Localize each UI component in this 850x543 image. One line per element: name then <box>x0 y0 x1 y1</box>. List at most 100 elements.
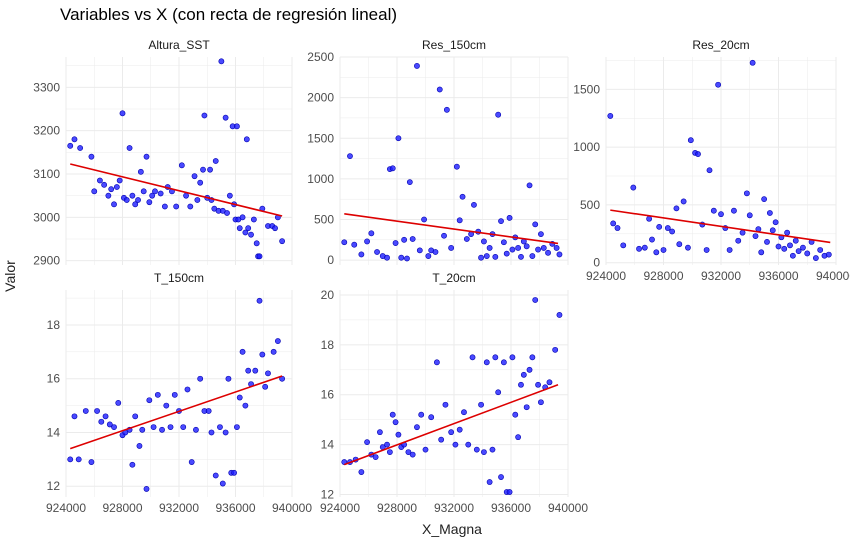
data-point <box>441 232 447 239</box>
data-point <box>503 250 510 257</box>
data-point <box>500 359 507 366</box>
data-point <box>384 254 390 261</box>
data-point <box>535 381 541 388</box>
facet-panel-3: T_150cm 12 14 16 18 924000 928000 932000 936000 9… <box>46 271 312 515</box>
data-point <box>804 250 811 257</box>
facet-title: Res_150cm <box>422 38 486 52</box>
data-point <box>234 123 240 130</box>
y-tick-label: 500 <box>580 198 600 212</box>
data-point <box>347 153 353 160</box>
data-point <box>731 207 737 214</box>
data-point <box>149 192 156 199</box>
data-point <box>526 366 533 373</box>
data-point <box>253 240 260 247</box>
data-point <box>775 243 782 250</box>
y-tick-label: 1500 <box>573 82 600 96</box>
data-point <box>201 112 208 119</box>
data-point <box>787 242 793 249</box>
data-point <box>197 375 204 382</box>
data-point <box>102 413 109 420</box>
data-point <box>784 229 791 236</box>
data-point <box>739 229 746 236</box>
data-point <box>500 239 507 246</box>
data-point <box>483 253 490 259</box>
data-point <box>372 454 379 460</box>
data-point <box>461 409 467 416</box>
regression-line <box>344 213 559 245</box>
data-point <box>368 230 375 237</box>
data-point <box>456 426 463 433</box>
data-point <box>242 402 249 409</box>
data-point <box>795 248 802 255</box>
data-point <box>743 190 750 197</box>
data-point <box>685 244 691 251</box>
data-point <box>489 446 496 453</box>
data-point <box>401 236 408 243</box>
data-point <box>409 236 416 242</box>
data-point <box>448 429 455 436</box>
data-point <box>236 225 243 232</box>
data-point <box>94 408 100 414</box>
data-point <box>392 240 399 246</box>
x-tick-label: 936000 <box>758 269 798 283</box>
y-tick-label: 20 <box>321 288 335 302</box>
data-point <box>664 225 671 231</box>
data-point <box>481 449 487 456</box>
y-tick-label: 3200 <box>33 124 60 138</box>
x-tick-label: 928000 <box>643 269 683 283</box>
data-point <box>483 359 490 366</box>
data-point <box>193 426 199 433</box>
data-point <box>715 81 722 88</box>
data-point <box>143 153 150 160</box>
data-point <box>150 424 157 431</box>
data-point <box>279 238 286 245</box>
data-point <box>106 421 113 428</box>
data-point <box>157 190 164 197</box>
data-point <box>706 167 713 174</box>
data-point <box>135 197 141 203</box>
data-point <box>529 253 536 259</box>
data-point <box>101 181 108 188</box>
data-point <box>607 113 614 119</box>
data-point <box>478 254 484 261</box>
data-point <box>139 426 146 433</box>
data-point <box>75 456 82 463</box>
data-point <box>77 145 84 151</box>
data-point <box>143 486 150 492</box>
x-tick-label: 932000 <box>434 501 474 515</box>
data-point <box>556 312 563 318</box>
regression-line <box>70 163 283 217</box>
data-point <box>465 441 472 448</box>
data-point <box>245 225 252 232</box>
y-tick-label: 2900 <box>33 254 60 268</box>
data-point <box>660 247 667 253</box>
data-point <box>218 58 225 65</box>
data-point <box>242 229 249 236</box>
data-point <box>535 246 541 253</box>
data-point <box>646 215 653 222</box>
facet-panel-2: Res_20cm 0 500 1000 1500 924000 928000 932000 93… <box>573 38 850 283</box>
data-point <box>752 233 759 240</box>
facet-panel-4: T_20cm 12 14 16 18 20 924000 928000 932000 936000… <box>320 271 588 515</box>
y-tick-label: 1000 <box>573 140 600 154</box>
data-point <box>552 346 559 353</box>
data-point <box>492 253 499 260</box>
x-tick-label: 924000 <box>320 501 360 515</box>
data-point <box>386 449 393 456</box>
x-tick-label: 928000 <box>377 501 417 515</box>
data-point <box>119 110 126 117</box>
data-point <box>532 297 539 303</box>
data-point <box>532 221 539 228</box>
data-point <box>620 242 627 249</box>
data-point <box>217 424 223 431</box>
data-point <box>154 391 161 398</box>
data-point <box>146 397 153 404</box>
data-point <box>769 227 776 234</box>
data-point <box>512 411 519 418</box>
data-point <box>184 386 191 393</box>
data-point <box>825 251 832 258</box>
x-tick-label: 932000 <box>701 269 741 283</box>
data-point <box>735 237 742 244</box>
data-point <box>518 253 524 260</box>
data-point <box>262 383 269 390</box>
